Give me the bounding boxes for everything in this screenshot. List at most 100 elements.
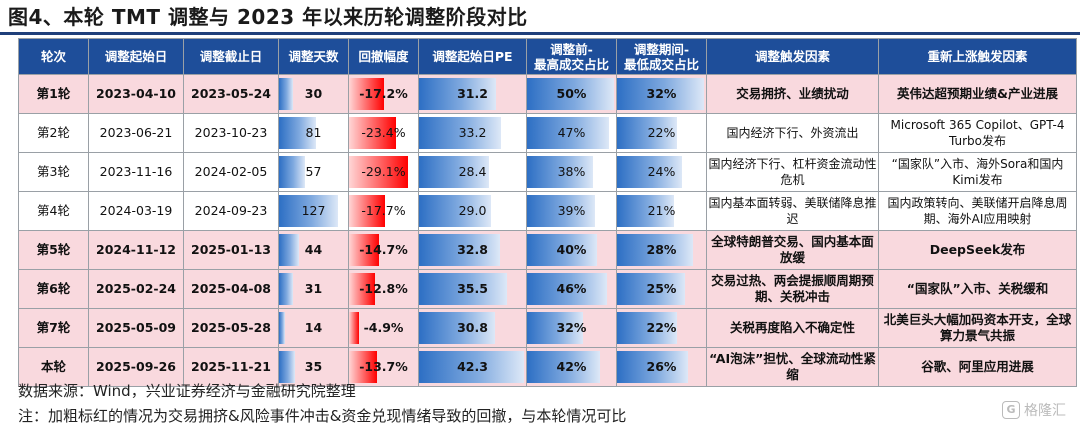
- trigger-cell: 交易拥挤、业绩扰动: [706, 74, 879, 114]
- min-share-cell: 22%: [616, 308, 707, 348]
- max-share-cell: 50%: [526, 74, 617, 114]
- days-cell: 57: [278, 152, 349, 192]
- days-cell-bar: [279, 234, 300, 266]
- days-cell: 81: [278, 113, 349, 153]
- rebound-cell: 国内政策转向、美联储开启降息周期、海外AI应用映射: [878, 191, 1077, 231]
- min-share-cell-value: 22%: [646, 320, 677, 335]
- min-share-cell-bar: [617, 351, 688, 383]
- rebound-cell: “国家队”入市、海外Sora和国内Kimi发布: [878, 152, 1077, 192]
- round-cell: 本轮: [18, 347, 89, 387]
- max-share-cell: 32%: [526, 308, 617, 348]
- watermark-text: 格隆汇: [1024, 403, 1066, 419]
- drawdown-cell: -14.7%: [348, 230, 419, 270]
- days-cell-value: 44: [304, 242, 323, 257]
- drawdown-cell-value: -29.1%: [361, 164, 406, 179]
- pe-cell-value: 33.2: [458, 125, 487, 140]
- max-share-cell: 42%: [526, 347, 617, 387]
- min-share-cell-value: 32%: [646, 86, 677, 101]
- pe-cell-bar: [419, 273, 507, 305]
- max-share-cell-value: 32%: [556, 320, 587, 335]
- table-row: 第2轮 2023-06-21 2023-10-23 81 -23.4% 33.2 47% 22…: [18, 113, 1077, 153]
- drawdown-cell-value: -4.9%: [363, 320, 404, 335]
- drawdown-cell-bar: [349, 117, 397, 149]
- pe-cell-value: 42.3: [457, 359, 488, 374]
- end-date-cell: 2024-02-05: [183, 152, 279, 192]
- round-cell: 第3轮: [18, 152, 89, 192]
- min-share-cell-bar: [617, 312, 677, 344]
- max-share-cell-bar: [527, 78, 615, 110]
- days-cell: 44: [278, 230, 349, 270]
- pe-cell-value: 31.2: [457, 86, 488, 101]
- column-header: 调整触发因素: [706, 38, 879, 75]
- column-header: 调整天数: [278, 38, 349, 75]
- pe-cell: 32.8: [418, 230, 527, 270]
- table-body: 第1轮 2023-04-10 2023-05-24 30 -17.2% 31.2 50% 32…: [18, 74, 1077, 387]
- footnote: 注：加粗标红的情况为交易拥挤&风险事件冲击&资金兑现情绪导致的回撤，与本轮情况可…: [18, 407, 627, 425]
- days-cell: 127: [278, 191, 349, 231]
- drawdown-cell: -17.7%: [348, 191, 419, 231]
- drawdown-cell: -12.8%: [348, 269, 419, 309]
- start-date-cell: 2023-11-16: [88, 152, 184, 192]
- drawdown-cell-value: -17.2%: [359, 86, 408, 101]
- days-cell-value: 57: [305, 164, 322, 179]
- drawdown-cell-value: -12.8%: [359, 281, 408, 296]
- trigger-cell: 关税再度陷入不确定性: [706, 308, 879, 348]
- max-share-cell: 40%: [526, 230, 617, 270]
- figure-title: 图4、本轮 TMT 调整与 2023 年以来历轮调整阶段对比: [8, 5, 528, 29]
- drawdown-cell: -23.4%: [348, 113, 419, 153]
- min-share-cell: 26%: [616, 347, 707, 387]
- end-date-cell: 2025-04-08: [183, 269, 279, 309]
- pe-cell: 29.0: [418, 191, 527, 231]
- pe-cell-bar: [419, 117, 502, 149]
- max-share-cell-bar: [527, 117, 609, 149]
- end-date-cell: 2024-09-23: [183, 191, 279, 231]
- days-cell-value: 81: [305, 125, 322, 140]
- days-cell: 14: [278, 308, 349, 348]
- rebound-cell: Microsoft 365 Copilot、GPT-4 Turbo发布: [878, 113, 1077, 153]
- min-share-cell-bar: [617, 78, 705, 110]
- drawdown-cell-value: -23.4%: [361, 125, 406, 140]
- watermark: G 格隆汇: [1002, 400, 1066, 420]
- min-share-cell-value: 28%: [646, 242, 677, 257]
- column-header: 调整期间- 最低成交占比: [616, 38, 707, 75]
- end-date-cell: 2025-05-28: [183, 308, 279, 348]
- round-cell: 第5轮: [18, 230, 89, 270]
- drawdown-cell-bar: [349, 78, 384, 110]
- column-header: 重新上涨触发因素: [878, 38, 1077, 75]
- max-share-cell: 47%: [526, 113, 617, 153]
- days-cell-value: 31: [304, 281, 323, 296]
- max-share-cell-bar: [527, 156, 594, 188]
- drawdown-cell: -29.1%: [348, 152, 419, 192]
- max-share-cell-value: 38%: [557, 164, 586, 179]
- start-date-cell: 2023-06-21: [88, 113, 184, 153]
- drawdown-cell-bar: [349, 234, 379, 266]
- round-cell: 第2轮: [18, 113, 89, 153]
- max-share-cell-bar: [527, 273, 608, 305]
- days-cell-bar: [279, 273, 294, 305]
- days-cell-bar: [279, 156, 306, 188]
- days-cell-bar: [279, 117, 317, 149]
- days-cell-bar: [279, 78, 293, 110]
- max-share-cell: 46%: [526, 269, 617, 309]
- source-note: 数据来源：Wind，兴业证券经济与金融研究院整理: [18, 382, 356, 400]
- start-date-cell: 2025-02-24: [88, 269, 184, 309]
- drawdown-cell: -17.2%: [348, 74, 419, 114]
- pe-cell-value: 35.5: [457, 281, 488, 296]
- min-share-cell-bar: [617, 156, 683, 188]
- min-share-cell-value: 24%: [647, 164, 676, 179]
- max-share-cell: 39%: [526, 191, 617, 231]
- min-share-cell: 28%: [616, 230, 707, 270]
- rebound-cell: DeepSeek发布: [878, 230, 1077, 270]
- max-share-cell-value: 42%: [556, 359, 587, 374]
- min-share-cell: 32%: [616, 74, 707, 114]
- start-date-cell: 2025-05-09: [88, 308, 184, 348]
- pe-cell: 35.5: [418, 269, 527, 309]
- table-row: 第7轮 2025-05-09 2025-05-28 14 -4.9% 30.8 32% 22%…: [18, 308, 1077, 348]
- table-row: 第4轮 2024-03-19 2024-09-23 127 -17.7% 29.0 39% 2…: [18, 191, 1077, 231]
- min-share-cell-value: 26%: [646, 359, 677, 374]
- min-share-cell-value: 22%: [647, 125, 676, 140]
- min-share-cell-bar: [617, 117, 677, 149]
- min-share-cell-bar: [617, 234, 694, 266]
- days-cell: 30: [278, 74, 349, 114]
- max-share-cell-bar: [527, 234, 597, 266]
